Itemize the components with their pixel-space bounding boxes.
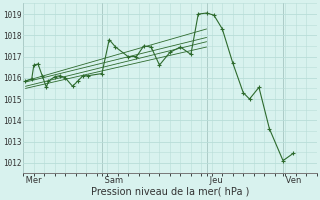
- X-axis label: Pression niveau de la mer( hPa ): Pression niveau de la mer( hPa ): [91, 187, 249, 197]
